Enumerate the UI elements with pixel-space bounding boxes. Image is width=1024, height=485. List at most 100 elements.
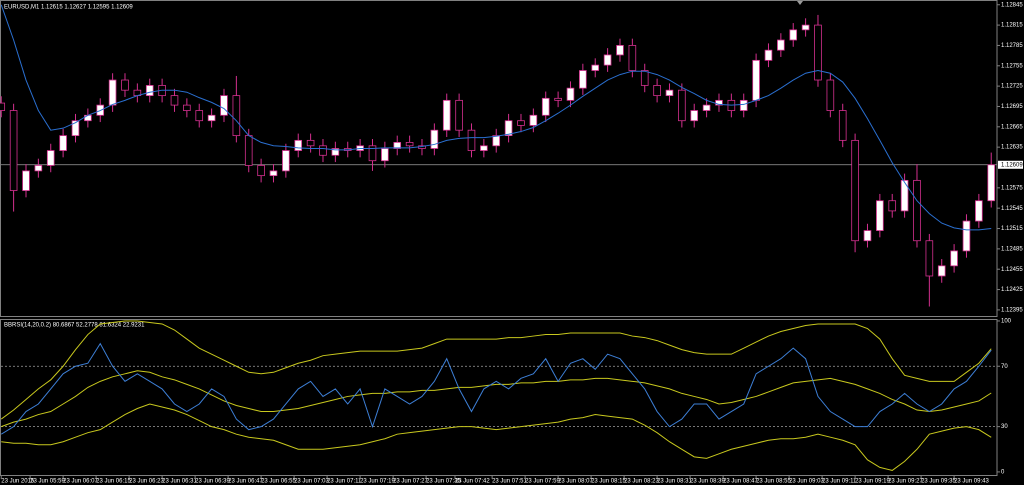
candle-body xyxy=(9,110,18,191)
candle-body xyxy=(603,54,612,66)
x-tick-label: 23 Jun 06:39 xyxy=(195,479,230,485)
candle-body xyxy=(467,129,476,151)
candle-body xyxy=(838,110,847,141)
x-tick-label: 23 Jun 09:35 xyxy=(921,479,956,485)
series-line xyxy=(1,342,992,435)
candle-body xyxy=(678,89,686,122)
x-tick-label: 23 Jun 07:19 xyxy=(360,479,395,485)
candle-body xyxy=(752,59,760,101)
x-tick-label: 23 Jun 09:27 xyxy=(888,479,923,485)
main-panel-frame xyxy=(0,0,998,317)
candle-body xyxy=(108,79,117,106)
candle-body xyxy=(665,89,674,97)
candle-body xyxy=(913,179,921,242)
x-tick-label: 23 Jun 07:35 xyxy=(426,479,461,485)
candle-body xyxy=(430,129,439,149)
candle-body xyxy=(381,148,389,162)
candle-body xyxy=(269,170,278,177)
candle-body xyxy=(739,99,748,111)
candle-body xyxy=(84,114,92,122)
candle-body xyxy=(22,170,30,191)
y-tick-label: 1.12755 xyxy=(1001,63,1023,69)
x-tick-label: 23 Jun 09:19 xyxy=(855,479,890,485)
candle-body xyxy=(591,64,600,71)
x-tick-label: 23 Jun 08:15 xyxy=(591,479,626,485)
y-tick-label: 1.12665 xyxy=(1001,124,1023,130)
candle-body xyxy=(244,135,253,166)
candle-body xyxy=(220,95,228,116)
y-tick-label: 1.12845 xyxy=(1001,2,1023,8)
x-tick-label: 23 Jun 07:51 xyxy=(492,479,527,485)
candle-body xyxy=(368,145,377,162)
candle-body xyxy=(888,200,897,212)
x-tick-label: 23 Jun 06:55 xyxy=(261,479,296,485)
indicator-title: BBRSI(14,20,0.2) 80.6867 52.2778 81.6324… xyxy=(4,323,145,329)
series-line xyxy=(1,4,992,231)
candle-body xyxy=(814,24,822,81)
y-tick-label: 1.12425 xyxy=(1001,287,1023,293)
y-tick-label: 1.12455 xyxy=(1001,267,1023,273)
chart-shift-marker xyxy=(797,1,803,5)
candle-body xyxy=(826,79,835,111)
candle-body xyxy=(541,97,550,116)
x-tick-label: 23 Jun 05:59 xyxy=(30,479,65,485)
candle-body xyxy=(195,110,204,122)
chart-title: EURUSD,M1 1.12615 1.12627 1.12595 1.1260… xyxy=(4,5,133,11)
candle-body xyxy=(282,150,290,172)
candle-body xyxy=(616,45,624,56)
y-tick-label: 30 xyxy=(1001,424,1008,430)
x-tick-label: 23 Jun 07:59 xyxy=(525,479,560,485)
candle-body xyxy=(863,230,872,242)
y-tick-label: 1.12725 xyxy=(1001,84,1023,90)
candle-body xyxy=(34,165,43,172)
x-tick-label: 23 Jun 06:23 xyxy=(129,479,164,485)
y-tick-label: 0 xyxy=(1001,470,1005,476)
x-tick-label: 23 Jun 08:47 xyxy=(723,479,758,485)
candle-body xyxy=(925,240,934,277)
y-tick-label: 1.12695 xyxy=(1001,104,1023,110)
candle-body xyxy=(442,99,451,131)
candle-body xyxy=(950,250,958,267)
y-tick-label: 1.12635 xyxy=(1001,145,1023,151)
x-tick-label: 23 Jun 07:11 xyxy=(327,479,362,485)
candle-body xyxy=(232,95,241,137)
x-tick-label: 23 Jun 08:07 xyxy=(558,479,593,485)
candle-body xyxy=(319,145,327,156)
candle-body xyxy=(46,150,55,166)
x-tick-label: 23 Jun 08:39 xyxy=(690,479,725,485)
candle-body xyxy=(492,135,501,147)
candle-body xyxy=(405,142,414,147)
y-tick-label: 1.12485 xyxy=(1001,246,1023,252)
candle-body xyxy=(900,179,909,212)
candle-body xyxy=(145,85,154,97)
candle-body xyxy=(640,70,649,86)
candle-body xyxy=(566,87,575,101)
last-price-box xyxy=(998,160,1023,169)
candle-body xyxy=(393,142,402,149)
x-tick-label: 23 Jun 2015 xyxy=(1,479,35,485)
x-tick-label: 23 Jun 09:11 xyxy=(822,479,857,485)
x-tick-label: 23 Jun 09:43 xyxy=(954,479,989,485)
candle-body xyxy=(975,200,983,222)
candle-body xyxy=(504,120,513,137)
candle-body xyxy=(851,139,859,242)
y-tick-label: 1.12395 xyxy=(1001,307,1023,313)
x-tick-label: 23 Jun 08:23 xyxy=(624,479,659,485)
candle-body xyxy=(480,145,488,151)
y-tick-label: 1.12575 xyxy=(1001,185,1023,191)
indicator-panel-frame xyxy=(0,319,998,476)
candle-body xyxy=(170,95,179,106)
candle-body xyxy=(579,70,587,89)
candle-body xyxy=(554,97,562,101)
candle-body xyxy=(59,135,67,151)
y-tick-label: 1.12515 xyxy=(1001,226,1023,232)
candle-body xyxy=(987,164,996,202)
candle-body xyxy=(529,114,538,126)
candle-body xyxy=(801,24,810,31)
x-tick-label: 23 Jun 07:27 xyxy=(393,479,428,485)
series-line xyxy=(1,320,992,420)
candle-body xyxy=(628,45,637,71)
candle-body xyxy=(876,200,884,231)
